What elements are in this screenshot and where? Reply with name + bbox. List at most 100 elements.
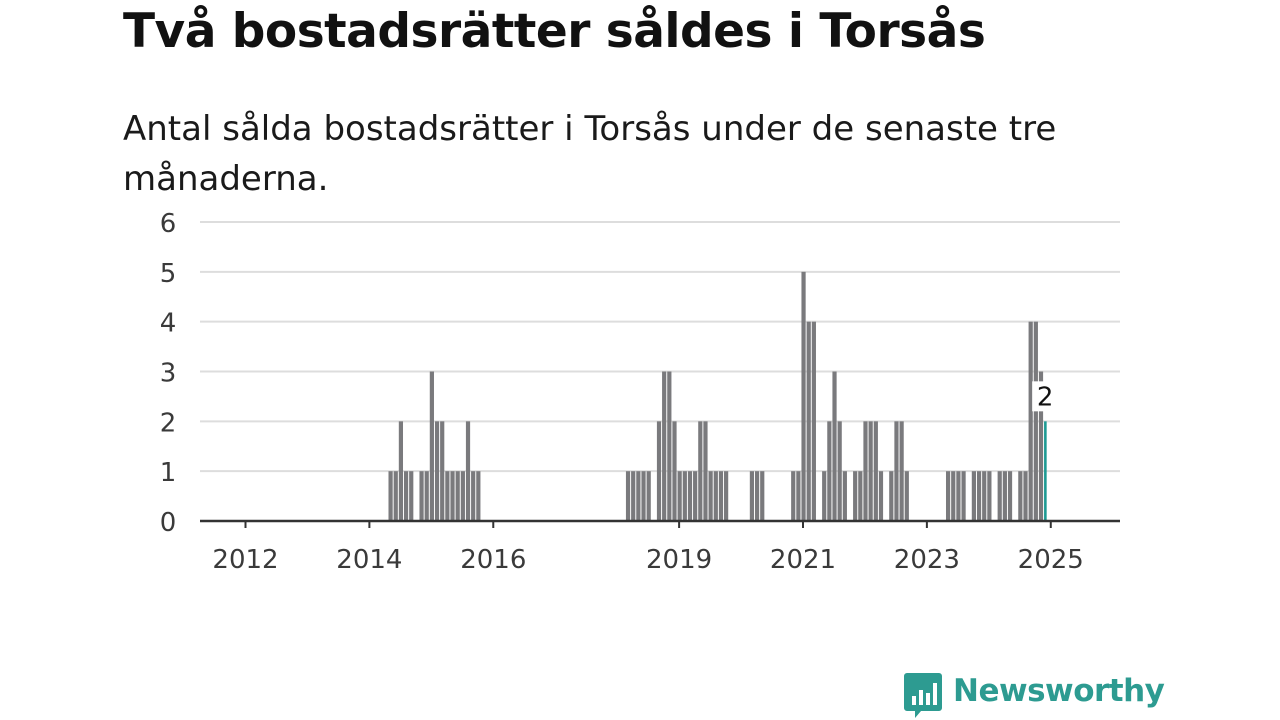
x-tick-label: 2014 bbox=[336, 545, 402, 575]
x-axis-ticks: 2012 2014 2016 2019 2021 2023 2025 bbox=[212, 521, 1084, 575]
y-tick-label: 2 bbox=[160, 408, 177, 438]
bar bbox=[672, 421, 677, 521]
bar bbox=[791, 471, 796, 521]
bar bbox=[863, 421, 868, 521]
bar bbox=[754, 471, 760, 521]
bar bbox=[811, 321, 816, 521]
bar bbox=[388, 471, 393, 521]
bar bbox=[806, 321, 811, 521]
y-tick-label: 5 bbox=[160, 259, 177, 289]
bar bbox=[471, 471, 476, 521]
x-tick-label: 2016 bbox=[460, 545, 526, 575]
gridlines bbox=[200, 221, 1120, 473]
bar bbox=[1028, 321, 1033, 521]
bar bbox=[455, 471, 460, 521]
bar bbox=[1023, 471, 1028, 521]
bar-chart: 0 1 2 3 4 5 6 2012 2014 2016 2019 2021 2023 2025 2 bbox=[160, 209, 1120, 575]
bar bbox=[1038, 371, 1044, 521]
bar bbox=[832, 371, 837, 521]
chart-subtitle: Antal sålda bostadsrätter i Torsås under… bbox=[123, 109, 1057, 199]
y-tick-label: 6 bbox=[160, 209, 177, 239]
bar bbox=[827, 421, 832, 521]
bar bbox=[889, 471, 894, 521]
bar bbox=[631, 471, 636, 521]
bar bbox=[662, 371, 667, 521]
brand-name: Newsworthy bbox=[953, 673, 1165, 709]
bar bbox=[976, 471, 982, 521]
bars bbox=[388, 271, 1047, 521]
bar bbox=[409, 471, 414, 521]
bar bbox=[424, 471, 429, 521]
bar bbox=[945, 471, 951, 521]
bar bbox=[450, 471, 455, 521]
bar bbox=[460, 471, 465, 521]
bar bbox=[796, 471, 801, 521]
bar bbox=[419, 471, 424, 521]
bar bbox=[868, 421, 873, 521]
bar bbox=[698, 421, 703, 521]
annotation-background bbox=[1032, 381, 1059, 412]
bar bbox=[961, 471, 966, 521]
chart-title: Två bostadsrätter såldes i Torsås bbox=[123, 4, 986, 59]
bar bbox=[476, 471, 481, 521]
bar bbox=[899, 421, 904, 521]
bar bbox=[682, 471, 687, 521]
bar bbox=[842, 471, 847, 521]
bar bbox=[703, 421, 708, 521]
bar bbox=[708, 471, 713, 521]
bar bbox=[636, 471, 641, 521]
bar-chart-speech-bubble-icon bbox=[904, 673, 942, 718]
bar bbox=[656, 421, 662, 521]
bar bbox=[971, 471, 976, 521]
bar bbox=[440, 421, 445, 521]
bar-highlighted bbox=[1044, 421, 1047, 521]
y-tick-label: 1 bbox=[160, 458, 177, 488]
bar bbox=[997, 471, 1002, 521]
bar bbox=[667, 371, 672, 521]
x-tick-label: 2019 bbox=[646, 545, 712, 575]
bar bbox=[1033, 321, 1038, 521]
bar bbox=[858, 471, 863, 521]
bar bbox=[429, 371, 434, 521]
bar bbox=[749, 471, 755, 521]
bar bbox=[713, 471, 718, 521]
bar bbox=[822, 471, 827, 521]
brand-logo: Newsworthy bbox=[903, 672, 1165, 720]
bar bbox=[987, 471, 992, 521]
bar bbox=[904, 471, 909, 521]
x-tick-label: 2012 bbox=[212, 545, 278, 575]
y-axis-ticks: 0 1 2 3 4 5 6 bbox=[160, 209, 177, 538]
bar bbox=[403, 471, 409, 521]
bar bbox=[801, 271, 806, 521]
bar bbox=[724, 471, 729, 521]
x-tick-label: 2023 bbox=[894, 545, 960, 575]
x-tick-label: 2025 bbox=[1018, 545, 1084, 575]
bar bbox=[1018, 471, 1023, 521]
y-tick-label: 0 bbox=[160, 508, 177, 538]
bar bbox=[434, 421, 440, 521]
bar bbox=[873, 421, 878, 521]
annotation-label: 2 bbox=[1037, 382, 1054, 412]
bar bbox=[445, 471, 450, 521]
annotation: 2 bbox=[1032, 381, 1059, 412]
y-tick-label: 3 bbox=[160, 359, 177, 389]
bar bbox=[687, 471, 693, 521]
bar bbox=[646, 471, 651, 521]
y-tick-label: 4 bbox=[160, 309, 177, 339]
bar bbox=[956, 471, 961, 521]
bar bbox=[1007, 471, 1013, 521]
bar bbox=[677, 471, 682, 521]
bar bbox=[1002, 471, 1007, 521]
bar bbox=[398, 421, 404, 521]
bar bbox=[693, 471, 698, 521]
bar bbox=[641, 471, 646, 521]
bar bbox=[837, 421, 842, 521]
x-tick-label: 2021 bbox=[770, 545, 836, 575]
bar bbox=[853, 471, 858, 521]
bar bbox=[393, 471, 398, 521]
bar bbox=[465, 421, 471, 521]
bar bbox=[718, 471, 724, 521]
bar bbox=[625, 471, 631, 521]
bar bbox=[760, 471, 765, 521]
bar bbox=[894, 421, 899, 521]
